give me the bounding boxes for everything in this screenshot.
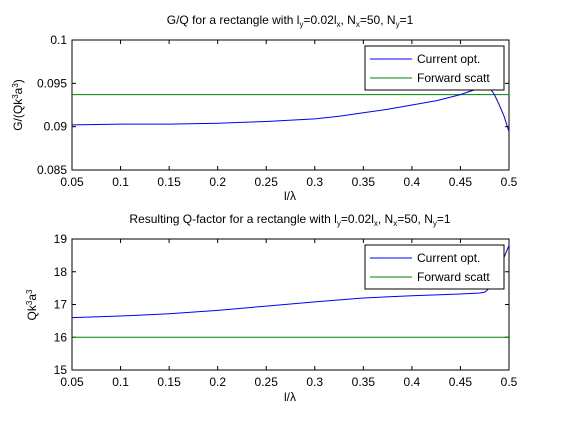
- top-legend-box: [364, 45, 505, 91]
- top-legend-forward-label: Forward scatt: [417, 71, 490, 85]
- bottom-x-tick-label: 0.1: [112, 375, 129, 389]
- bottom-x-tick-label: 0.05: [60, 375, 84, 389]
- bottom-x-tick-label: 0.2: [209, 375, 226, 389]
- top-series-current-opt-line: [71, 87, 510, 133]
- top-x-tick-label: 0.3: [306, 175, 323, 189]
- top-x-tick-label: 0.45: [449, 175, 473, 189]
- bottom-x-tick-label: 0.4: [404, 375, 421, 389]
- bottom-x-ticks: 0.05 0.1 0.15 0.2 0.25 0.3 0.35 0.4 0.45 0.5: [60, 239, 518, 389]
- top-y-tick-label: 0.085: [37, 163, 67, 177]
- bottom-chart-title: Resulting Q-factor for a rectangle with …: [129, 212, 451, 228]
- bottom-legend-forward-label: Forward scatt: [417, 270, 490, 284]
- top-y-tick-label: 0.1: [50, 33, 67, 47]
- bottom-y-tick-label: 16: [54, 330, 68, 344]
- top-y-axis-label: G/(Qk3a3): [11, 79, 25, 131]
- bottom-x-tick-label: 0.3: [306, 375, 323, 389]
- top-y-tick-label: 0.095: [37, 76, 67, 90]
- bottom-x-tick-label: 0.45: [449, 375, 473, 389]
- bottom-x-tick-label: 0.35: [352, 375, 376, 389]
- bottom-legend-current-label: Current opt.: [417, 251, 480, 265]
- bottom-y-ticks: 15 16 17 18 19: [54, 232, 509, 377]
- bottom-y-tick-label: 19: [54, 232, 68, 246]
- top-x-tick-label: 0.2: [209, 175, 226, 189]
- top-x-tick-label: 0.5: [501, 175, 518, 189]
- top-chart: G/Q for a rectangle with ly=0.02lx, Nx=5…: [11, 13, 518, 203]
- top-x-tick-label: 0.1: [112, 175, 129, 189]
- bottom-legend-box: [364, 244, 505, 290]
- bottom-y-axis-label: Qk3a3: [25, 289, 39, 320]
- bottom-y-tick-label: 15: [54, 363, 68, 377]
- top-x-axis-label: l/λ: [284, 189, 296, 203]
- top-y-tick-label: 0.09: [44, 120, 68, 134]
- bottom-y-tick-label: 18: [54, 265, 68, 279]
- top-chart-title: G/Q for a rectangle with ly=0.02lx, Nx=5…: [167, 13, 414, 29]
- top-legend-current-label: Current opt.: [417, 52, 480, 66]
- top-x-tick-label: 0.05: [60, 175, 84, 189]
- top-x-tick-label: 0.25: [255, 175, 279, 189]
- bottom-x-tick-label: 0.5: [501, 375, 518, 389]
- top-x-tick-label: 0.4: [404, 175, 421, 189]
- top-x-tick-label: 0.35: [352, 175, 376, 189]
- bottom-y-tick-label: 17: [54, 298, 68, 312]
- bottom-x-axis-label: l/λ: [284, 390, 296, 404]
- top-legend: Current opt. Forward scatt: [364, 45, 505, 91]
- top-y-ticks: 0.085 0.09 0.095 0.1: [37, 33, 509, 177]
- top-x-ticks: 0.05 0.1 0.15 0.2 0.25 0.3 0.35 0.4 0.45 0.5: [60, 40, 518, 189]
- bottom-x-tick-label: 0.15: [157, 375, 181, 389]
- bottom-chart: Resulting Q-factor for a rectangle with …: [25, 212, 518, 404]
- bottom-x-tick-label: 0.25: [255, 375, 279, 389]
- bottom-legend: Current opt. Forward scatt: [364, 244, 505, 290]
- top-x-tick-label: 0.15: [157, 175, 181, 189]
